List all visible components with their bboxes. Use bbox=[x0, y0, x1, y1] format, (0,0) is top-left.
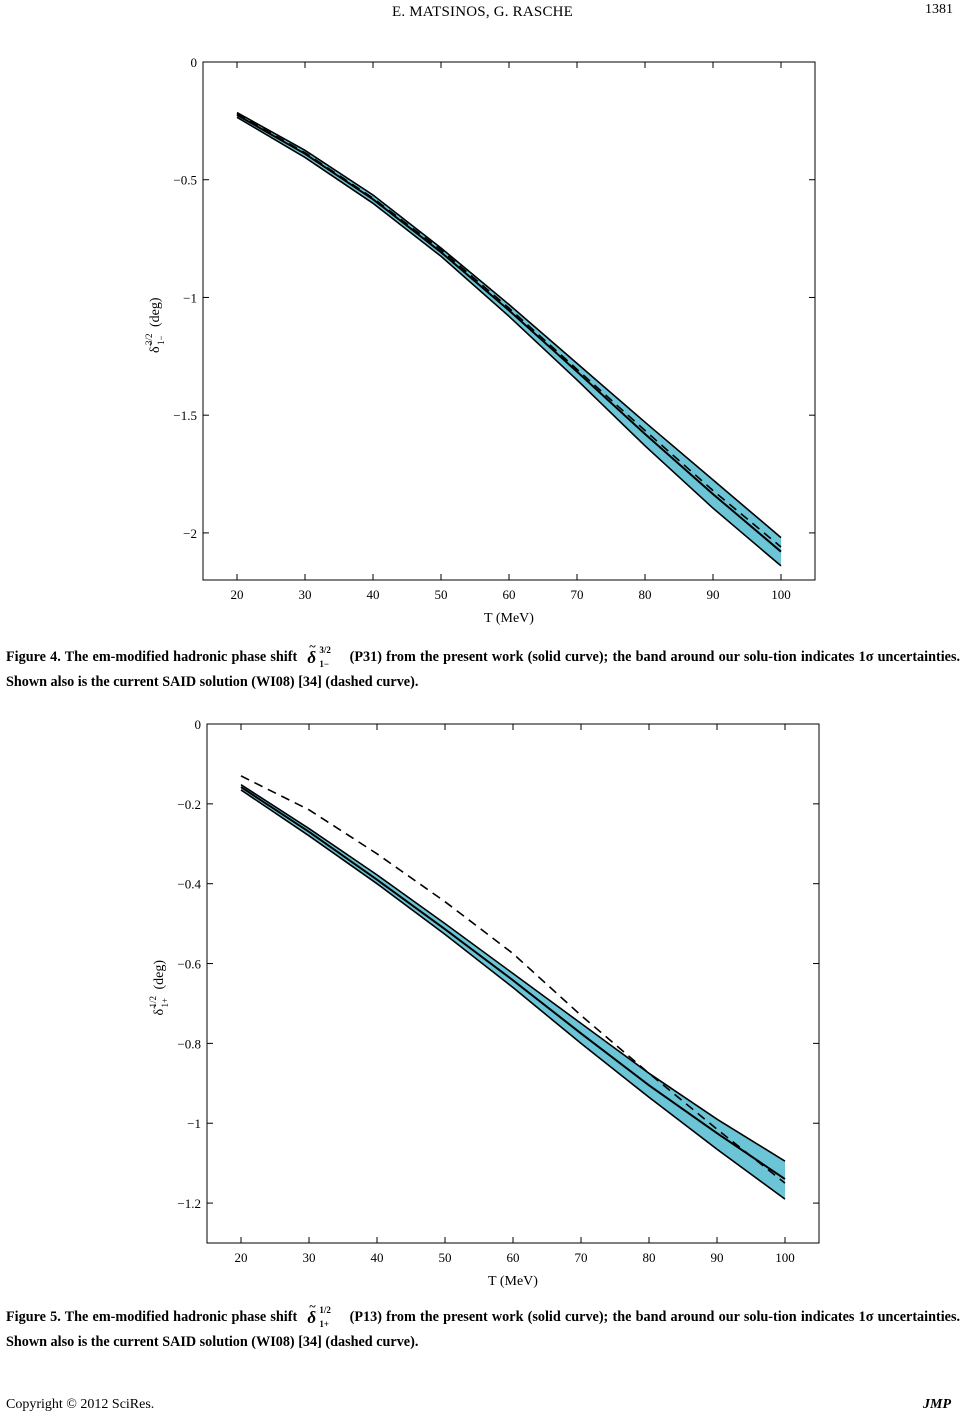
footer-copyright: Copyright © 2012 SciRes. bbox=[6, 1397, 155, 1412]
caption-label: Figure 4. bbox=[6, 649, 61, 665]
caption-text-before: The em-modified hadronic phase shift bbox=[60, 1309, 298, 1325]
figure-4-caption: Figure 4. The em-modified hadronic phase… bbox=[6, 639, 961, 695]
x-tick-label: 70 bbox=[571, 587, 584, 602]
uncertainty-band bbox=[241, 784, 785, 1200]
x-tick-label: 40 bbox=[367, 587, 380, 602]
y-axis-label-unit: (deg) bbox=[152, 960, 167, 990]
figure-5-caption: Figure 5. The em-modified hadronic phase… bbox=[6, 1299, 961, 1355]
x-tick-label: 100 bbox=[771, 587, 791, 602]
y-axis-label-sub: 1− bbox=[156, 335, 166, 345]
figure-4-plot: 20 30 40 50 60 70 80 90 100 0 −0.5 −1 −1.5 −2 T (MeV) δ… bbox=[0, 40, 965, 640]
x-tick-label: 60 bbox=[507, 1250, 520, 1265]
caption-label: Figure 5. bbox=[6, 1309, 61, 1325]
y-tick-label: 0 bbox=[191, 55, 198, 70]
y-tick-label: −0.4 bbox=[177, 877, 201, 892]
x-tick-label: 80 bbox=[643, 1250, 656, 1265]
running-header-authors: E. MATSINOS, G. RASCHE bbox=[391, 4, 574, 20]
caption-text-after: (P13) from the present work (solid curve… bbox=[6, 1309, 961, 1350]
y-tick-label: −0.5 bbox=[173, 173, 197, 188]
x-tick-label: 100 bbox=[775, 1250, 795, 1265]
x-tick-label: 50 bbox=[439, 1250, 452, 1265]
delta-symbol: ~ δ 3/2 1− bbox=[305, 639, 341, 669]
symbol-sup: 3/2 bbox=[319, 645, 331, 655]
caption-text-before: The em-modified hadronic phase shift bbox=[60, 649, 298, 665]
band-edge-upper bbox=[236, 111, 782, 539]
x-tick-label: 90 bbox=[707, 587, 720, 602]
y-tick-label: −2 bbox=[183, 526, 197, 541]
band-edge-lower bbox=[240, 789, 786, 1200]
x-tick-label: 30 bbox=[299, 587, 312, 602]
y-tick-label: −1.5 bbox=[173, 408, 197, 423]
symbol-sub: 1− bbox=[319, 659, 330, 669]
symbol-sup: 1/2 bbox=[319, 1305, 331, 1315]
chart-p31: 20 30 40 50 60 70 80 90 100 0 −0.5 −1 −1.5 −2 T (MeV) δ… bbox=[144, 55, 816, 626]
chart-p13: 20 30 40 50 60 70 80 90 100 0 −0.2 −0.4 −0.6 −0.8 −1 −1… bbox=[148, 717, 820, 1289]
present-work-curve bbox=[236, 114, 782, 553]
y-axis-label-symbol: δ̃ bbox=[148, 341, 163, 353]
y-axis-label-symbol: δ̃ bbox=[152, 1004, 167, 1016]
y-axis-label-sub: 1+ bbox=[160, 998, 170, 1008]
x-tick-label: 70 bbox=[575, 1250, 588, 1265]
y-axis-label-sup: 3/2 bbox=[144, 333, 154, 345]
y-tick-label: 0 bbox=[195, 717, 202, 732]
figure-5-plot: 20 30 40 50 60 70 80 90 100 0 −0.2 −0.4 −0.6 −0.8 −1 −1… bbox=[0, 710, 965, 1300]
band-edge-lower bbox=[236, 116, 782, 567]
y-tick-label: −1 bbox=[187, 1116, 201, 1131]
x-tick-label: 20 bbox=[231, 587, 244, 602]
x-tick-label: 40 bbox=[371, 1250, 384, 1265]
y-tick-label: −1.2 bbox=[177, 1196, 201, 1211]
footer-journal: JMP bbox=[923, 1397, 951, 1412]
caption-text-after: (P31) from the present work (solid curve… bbox=[6, 649, 961, 690]
uncertainty-band bbox=[237, 112, 781, 566]
delta-symbol: ~ δ 1/2 1+ bbox=[305, 1299, 341, 1329]
said-solution-curve bbox=[236, 113, 782, 548]
x-tick-label: 60 bbox=[503, 587, 516, 602]
x-tick-label: 30 bbox=[303, 1250, 316, 1265]
y-tick-label: −1 bbox=[183, 290, 197, 305]
x-axis-label: T (MeV) bbox=[488, 1274, 538, 1289]
x-tick-label: 80 bbox=[639, 587, 652, 602]
y-axis-label: δ̃3/2 1− (deg) bbox=[144, 297, 166, 353]
y-axis-label-sup: 1/2 bbox=[148, 996, 158, 1008]
y-tick-label: −0.2 bbox=[177, 797, 201, 812]
page-number: 1381 bbox=[925, 2, 953, 17]
y-axis-label: δ̃1/2 1+ (deg) bbox=[148, 960, 170, 1016]
x-tick-label: 50 bbox=[435, 587, 448, 602]
x-axis-label: T (MeV) bbox=[484, 611, 534, 626]
y-tick-label: −0.6 bbox=[177, 957, 201, 972]
y-tick-label: −0.8 bbox=[177, 1036, 201, 1051]
x-tick-label: 90 bbox=[711, 1250, 724, 1265]
present-work-curve bbox=[240, 786, 786, 1180]
symbol-sub: 1+ bbox=[319, 1319, 330, 1329]
band-edge-upper bbox=[240, 784, 786, 1162]
y-axis-label-unit: (deg) bbox=[148, 297, 163, 327]
x-tick-label: 20 bbox=[235, 1250, 248, 1265]
